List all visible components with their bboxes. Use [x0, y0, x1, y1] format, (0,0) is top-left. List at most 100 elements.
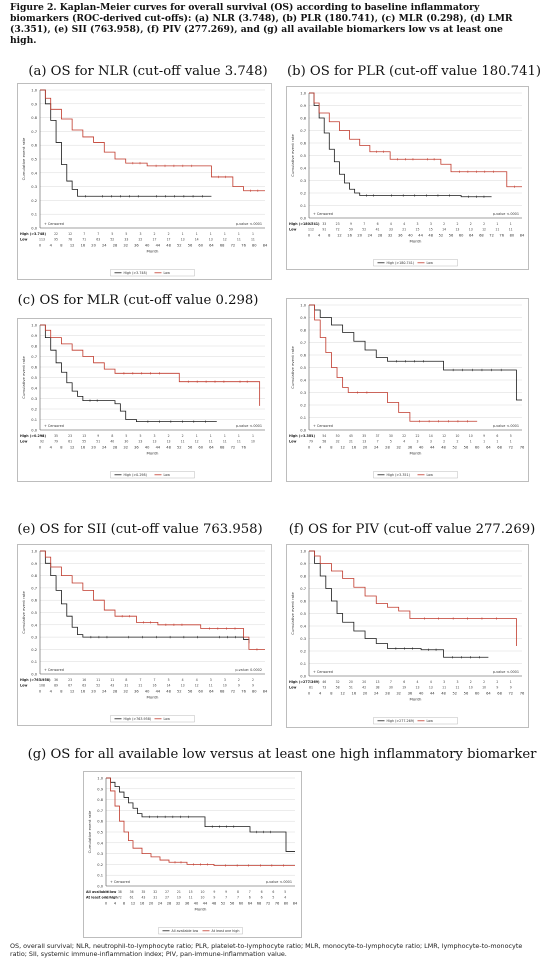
at-risk-count: 113	[39, 238, 45, 242]
km-chart-d: 0.0 0.1 0.2 0.3 0.4 0.5 0.6 0.7 0.8 0.9 1.0 Cumulat…	[289, 304, 525, 479]
at-risk-count: 14	[442, 228, 446, 232]
km-panel-b: 0.0 0.1 0.2 0.3 0.4 0.5 0.6 0.7 0.8 0.9 1.0 Cumulat…	[286, 86, 529, 270]
x-tick-label: 60	[239, 902, 244, 906]
x-tick-label: 12	[131, 902, 136, 906]
at-risk-count: 72	[336, 228, 340, 232]
at-risk-count: 2	[443, 222, 445, 226]
x-tick-label: 64	[209, 690, 214, 694]
x-tick-label: 48	[166, 244, 171, 248]
at-risk-count: 40	[110, 440, 114, 444]
x-tick-label: 40	[408, 234, 413, 238]
legend-entry: Low	[427, 261, 434, 265]
at-risk-count: 110	[105, 896, 111, 900]
x-tick-label: 24	[374, 692, 379, 696]
x-tick-label: 80	[252, 690, 257, 694]
risk-row-label: At least one high	[86, 896, 118, 900]
risk-row-label: High (>180.741)	[289, 222, 320, 226]
km-chart-a: 0.0 0.1 0.2 0.3 0.4 0.5 0.6 0.7 0.8 0.9 1.0 Cumulat…	[20, 89, 268, 277]
at-risk-count: 21	[138, 684, 142, 688]
x-tick-label: 40	[145, 244, 150, 248]
y-tick-label: 0.8	[300, 575, 306, 579]
legend-entry: All available low	[172, 929, 199, 933]
panel-title-c: (c) OS for MLR (cut-off value 0.298)	[17, 293, 259, 308]
y-tick-label: 1.0	[300, 92, 306, 96]
x-tick-label: 16	[352, 692, 357, 696]
at-risk-count: 4	[403, 440, 405, 444]
x-tick-label: 72	[231, 446, 236, 450]
at-risk-count: 43	[141, 896, 145, 900]
at-risk-count: 5	[272, 896, 274, 900]
legend-entry: High (>180.741)	[387, 261, 415, 265]
at-risk-count: 12	[223, 238, 227, 242]
at-risk-count: 1	[470, 440, 472, 444]
x-tick-label: 44	[156, 446, 161, 450]
at-risk-count: 14	[195, 238, 199, 242]
at-risk-count: 41	[376, 228, 380, 232]
x-tick-label: 52	[177, 690, 182, 694]
x-tick-label: 48	[441, 692, 446, 696]
legend-entry: High (>3.351)	[387, 473, 410, 477]
legend-entry: Low	[427, 719, 434, 723]
censored-legend: + Censored	[44, 668, 64, 672]
at-risk-count: 11	[209, 684, 213, 688]
panel-title-e: (e) OS for SII (cut-off value 763.958)	[17, 522, 263, 537]
at-risk-count: 3	[456, 680, 458, 684]
at-risk-count: 21	[177, 890, 181, 894]
at-risk-count: 27	[165, 890, 169, 894]
x-axis-label: Month	[410, 697, 422, 702]
at-risk-count: 17	[153, 238, 157, 242]
at-risk-count: 10	[455, 434, 459, 438]
x-axis-label: Month	[410, 239, 422, 244]
at-risk-count: 22	[138, 238, 142, 242]
risk-row-label: High (>0.298)	[20, 434, 46, 438]
at-risk-count: 46	[322, 680, 326, 684]
at-risk-count: 6	[377, 222, 379, 226]
x-tick-label: 16	[347, 234, 352, 238]
km-curve-high	[309, 550, 489, 658]
x-tick-label: 44	[156, 690, 161, 694]
legend-box	[110, 269, 195, 277]
at-risk-count: 1	[496, 222, 498, 226]
x-tick-label: 64	[248, 902, 253, 906]
y-tick-label: 0.5	[300, 612, 306, 616]
at-risk-count: 4	[403, 222, 405, 226]
at-risk-count: 13	[82, 434, 86, 438]
panel-title-f: (f) OS for PIV (cut-off value 277.269)	[288, 522, 536, 537]
at-risk-count: 54	[322, 434, 326, 438]
km-curve-low	[309, 304, 478, 422]
at-risk-count: 15	[416, 228, 420, 232]
x-tick-label: 76	[499, 234, 504, 238]
at-risk-count: 1	[210, 434, 212, 438]
x-tick-label: 28	[167, 902, 172, 906]
x-tick-label: 76	[241, 446, 246, 450]
at-risk-count: 11	[223, 440, 227, 444]
km-chart-f: 0.0 0.1 0.2 0.3 0.4 0.5 0.6 0.7 0.8 0.9 1.0 Cumulat…	[289, 550, 525, 725]
y-tick-label: 0.0	[300, 675, 306, 679]
p-value: p-value <.0001	[236, 424, 262, 428]
km-panel-d: 0.0 0.1 0.2 0.3 0.4 0.5 0.6 0.7 0.8 0.9 1.0 Cumulat…	[286, 298, 529, 482]
at-risk-count: 5	[284, 890, 286, 894]
x-tick-label: 24	[102, 690, 107, 694]
x-tick-label: 56	[449, 234, 454, 238]
x-tick-label: 0	[39, 690, 42, 694]
y-tick-label: 0.2	[31, 199, 37, 203]
at-risk-count: 81	[309, 686, 313, 690]
y-tick-label: 0.9	[31, 334, 37, 338]
at-risk-count: 5	[510, 434, 512, 438]
at-risk-count: 69	[309, 434, 313, 438]
at-risk-count: 36	[130, 890, 134, 894]
y-tick-label: 0.8	[31, 116, 37, 120]
x-tick-label: 0	[105, 902, 108, 906]
risk-row-label: High (>3.351)	[289, 434, 315, 438]
at-risk-count: 1	[510, 440, 512, 444]
legend-entry: High (>0.298)	[124, 473, 147, 477]
at-risk-count: 33	[322, 222, 326, 226]
at-risk-count: 10	[201, 890, 205, 894]
x-tick-label: 4	[50, 690, 53, 694]
x-tick-label: 56	[188, 690, 193, 694]
censored-legend: + Censored	[313, 670, 333, 674]
x-tick-label: 12	[70, 446, 75, 450]
y-tick-label: 0.7	[31, 130, 37, 134]
y-tick-label: 0.3	[97, 852, 103, 856]
at-risk-count: 38	[118, 890, 122, 894]
